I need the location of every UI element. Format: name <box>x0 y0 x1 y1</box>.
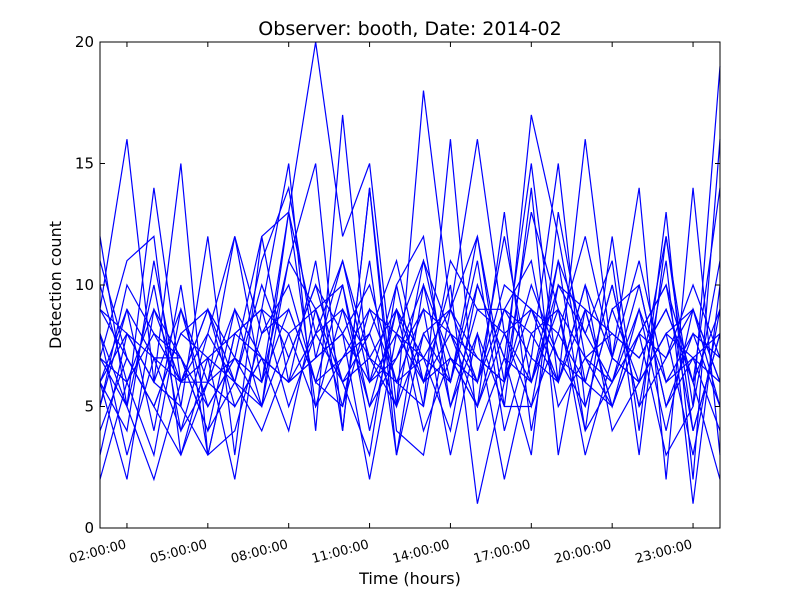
series-line-18 <box>99 284 721 409</box>
series-line-17 <box>99 307 721 456</box>
y-axis: 0 5 10 15 20 <box>75 33 720 537</box>
y-tick-label: 10 <box>75 276 94 294</box>
y-tick-label: 20 <box>75 33 94 51</box>
y-axis-label: Detection count <box>46 221 65 349</box>
series-line-19 <box>99 283 721 431</box>
y-tick-label: 15 <box>75 155 94 173</box>
series-line-20 <box>99 283 721 433</box>
y-tick-label: 0 <box>84 519 94 537</box>
series-layer <box>99 41 721 504</box>
series-line-13 <box>99 259 721 456</box>
series-line-3 <box>99 139 721 480</box>
chart-title: Observer: booth, Date: 2014-02 <box>258 18 561 40</box>
x-axis-label: Time (hours) <box>358 569 461 588</box>
y-tick-label: 5 <box>84 398 94 416</box>
